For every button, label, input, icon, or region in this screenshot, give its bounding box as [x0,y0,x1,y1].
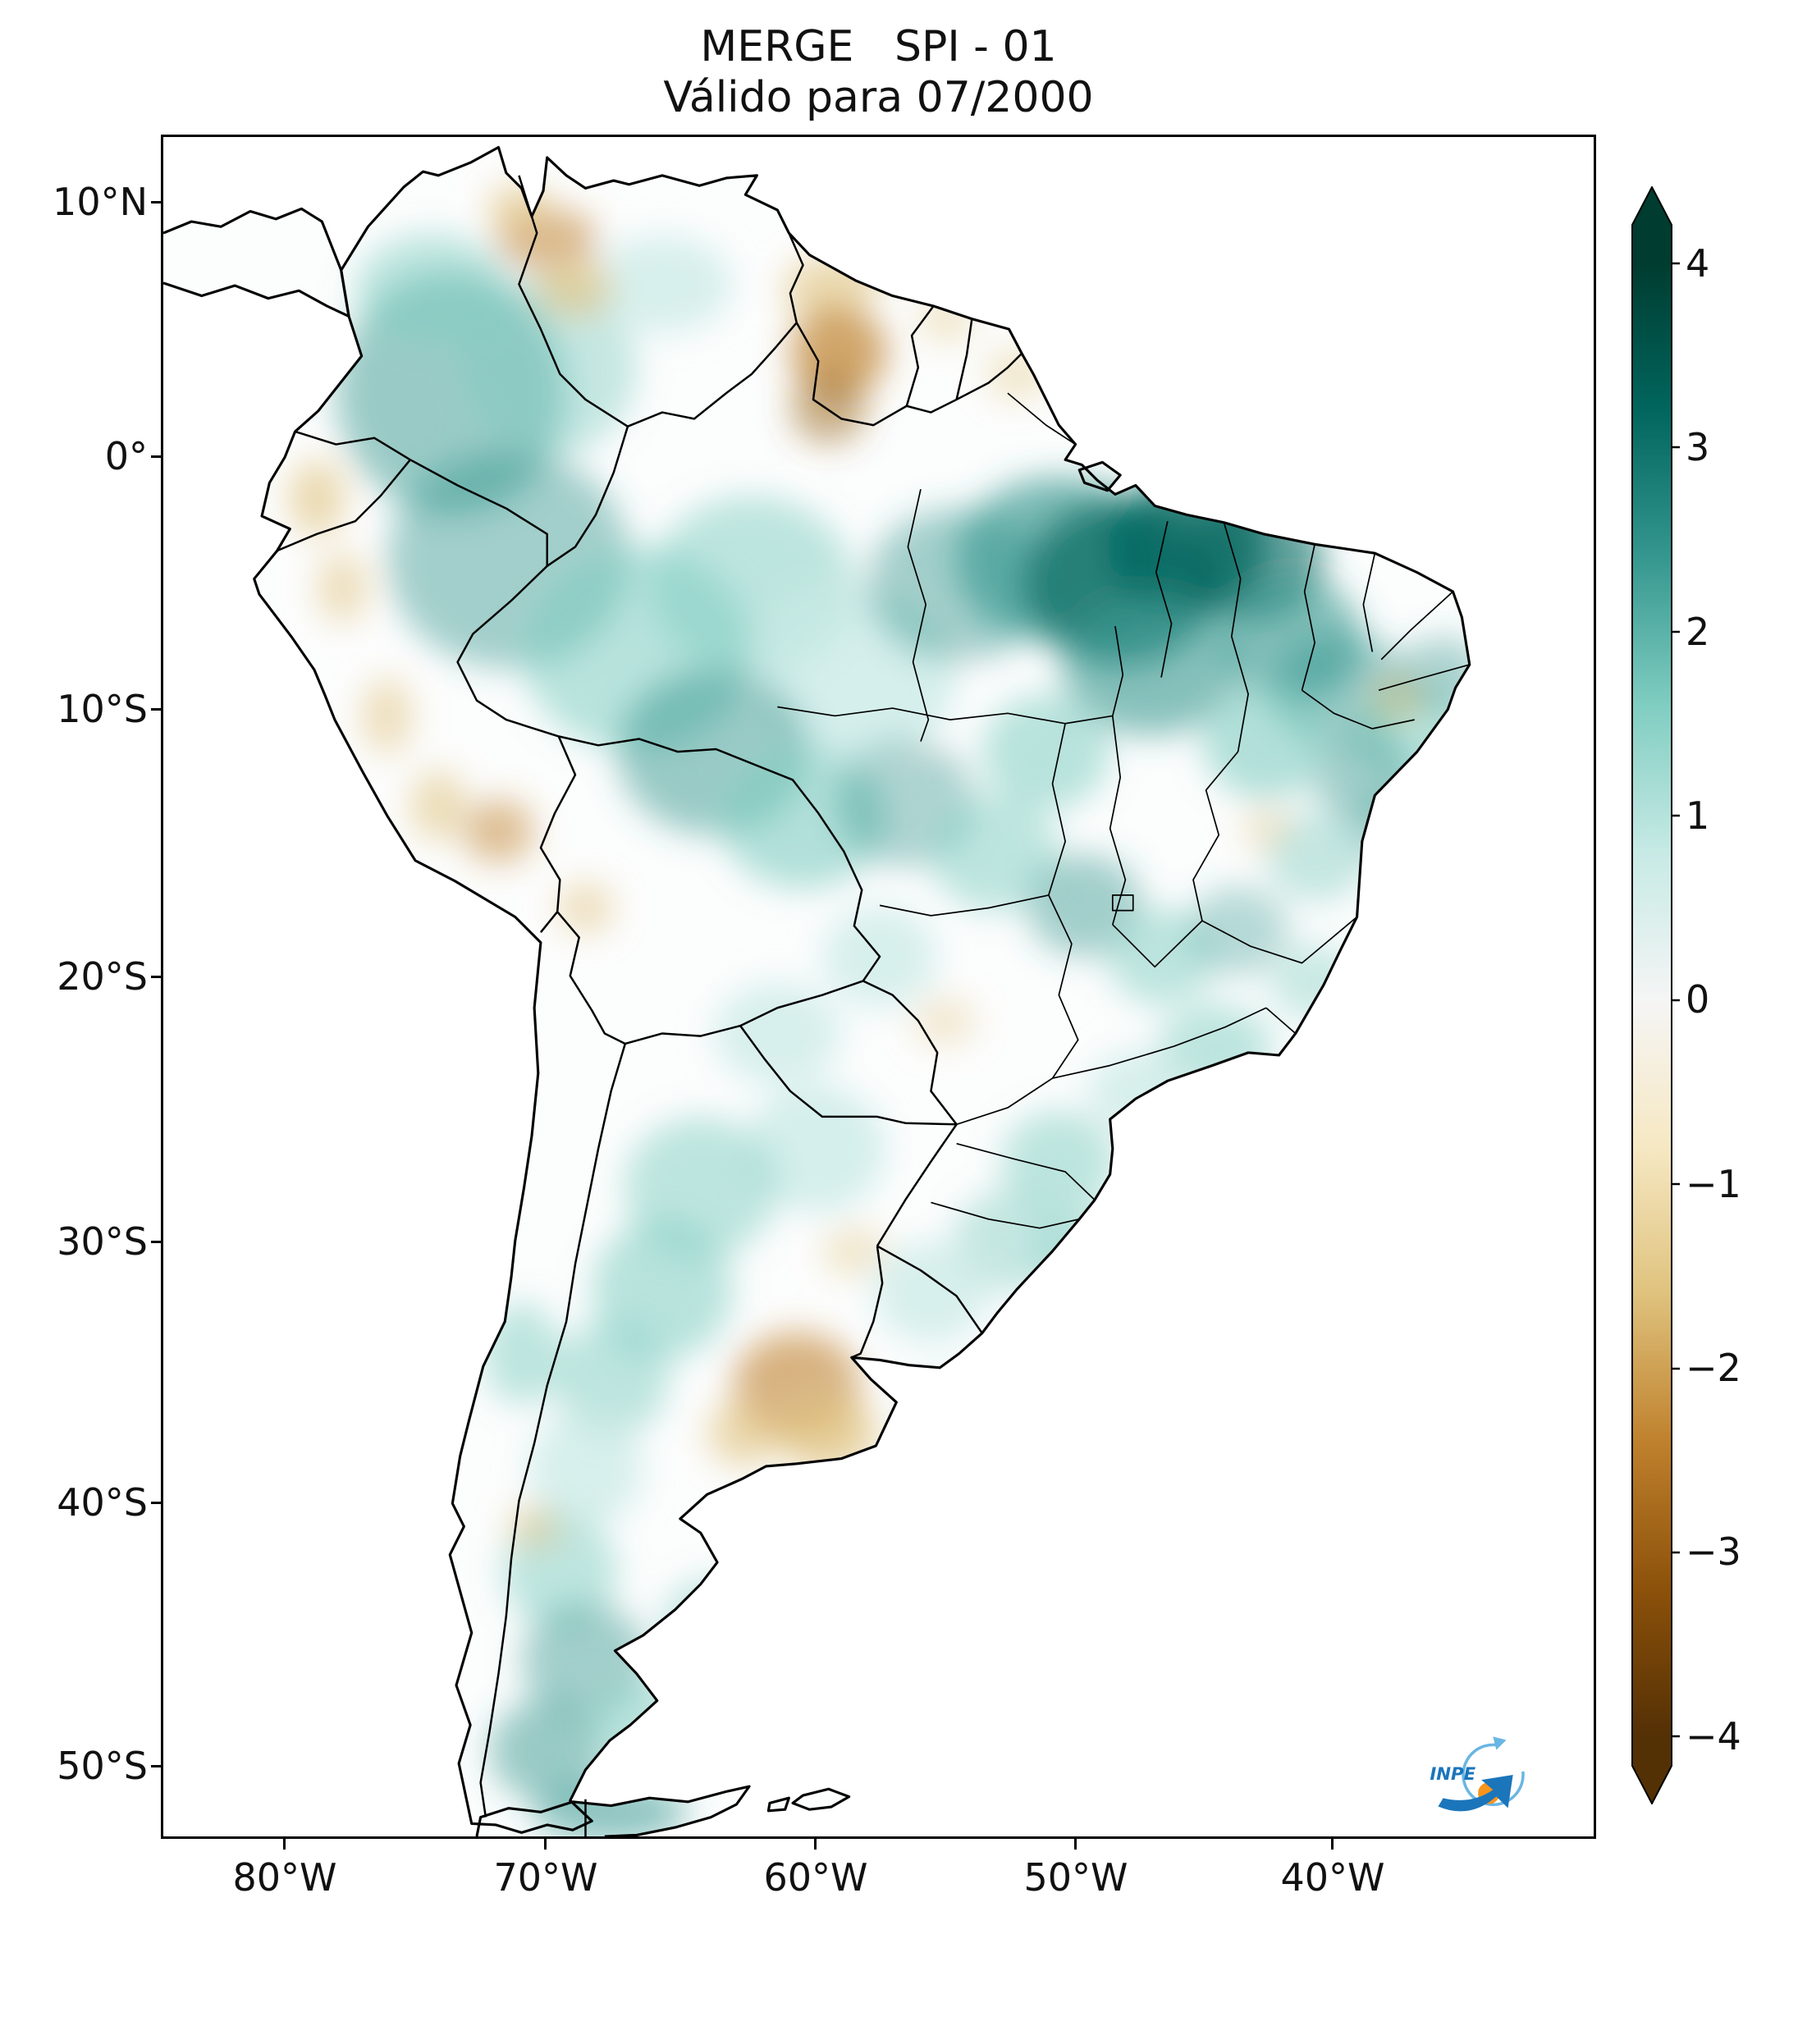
y-axis-tick [151,708,161,711]
x-axis-tick-label: 80°W [232,1855,337,1900]
colorbar-tick-label: 3 [1686,425,1710,469]
spi-anomaly-field [288,184,1470,1836]
y-axis-tick [151,1502,161,1504]
y-axis-tick [151,201,161,203]
logo-orbit-arc [1462,1743,1525,1807]
y-axis-tick-label: 10°S [57,687,148,731]
y-axis-tick-label: 20°S [57,954,148,999]
logo-swoosh-arrow [1438,1775,1513,1812]
chart-title: MERGE SPI - 01 [700,22,1057,71]
y-axis-tick [151,1241,161,1243]
colorbar-tick-label: 0 [1686,977,1710,1022]
map-frame: INPE [161,135,1596,1839]
chart-title-block: MERGE SPI - 01 Válido para 07/2000 [161,21,1596,123]
state-borders [777,392,1471,1229]
south-america-spi-map [163,137,1594,1836]
x-axis-tick [814,1839,817,1850]
colorbar-ticks [1672,262,1680,1738]
coastline [163,145,1471,1836]
chart-subtitle: Válido para 07/2000 [663,73,1094,122]
x-axis-tick [283,1839,286,1850]
y-axis-tick-label: 50°S [57,1744,148,1788]
x-axis-tick-label: 50°W [1023,1855,1128,1900]
colorbar-tick-label: −4 [1686,1714,1741,1758]
national-borders [277,175,1023,1836]
colorbar-tick-label: −3 [1686,1530,1741,1574]
colorbar-tick-label: 2 [1686,610,1710,654]
y-axis-tick [151,1765,161,1767]
y-axis-tick-label: 10°N [53,180,148,224]
x-axis-tick-label: 40°W [1280,1855,1385,1900]
x-axis-tick-label: 60°W [763,1855,868,1900]
colorbar-gradient-bar [1631,186,1672,1804]
x-axis-tick-label: 70°W [493,1855,598,1900]
y-axis-tick [151,455,161,458]
logo-orbit-arrowhead [1493,1736,1507,1750]
colorbar-tick-label: −1 [1686,1162,1741,1206]
inpe-logo-text: INPE [1430,1764,1475,1785]
x-axis-tick [544,1839,547,1850]
inpe-logo-graphic: INPE [1430,1736,1525,1812]
colorbar-tick-label: 1 [1686,793,1710,838]
inpe-logo: INPE [1410,1726,1535,1820]
x-axis-tick [1074,1839,1077,1850]
y-axis-tick-label: 40°S [57,1480,148,1525]
colorbar [1631,186,1680,1804]
colorbar-tick-label: −2 [1686,1346,1741,1390]
colorbar-tick-label: 4 [1686,241,1710,286]
y-axis-tick-label: 0° [104,434,148,478]
x-axis-tick [1331,1839,1334,1850]
y-axis-tick-label: 30°S [57,1219,148,1264]
y-axis-tick [151,976,161,978]
